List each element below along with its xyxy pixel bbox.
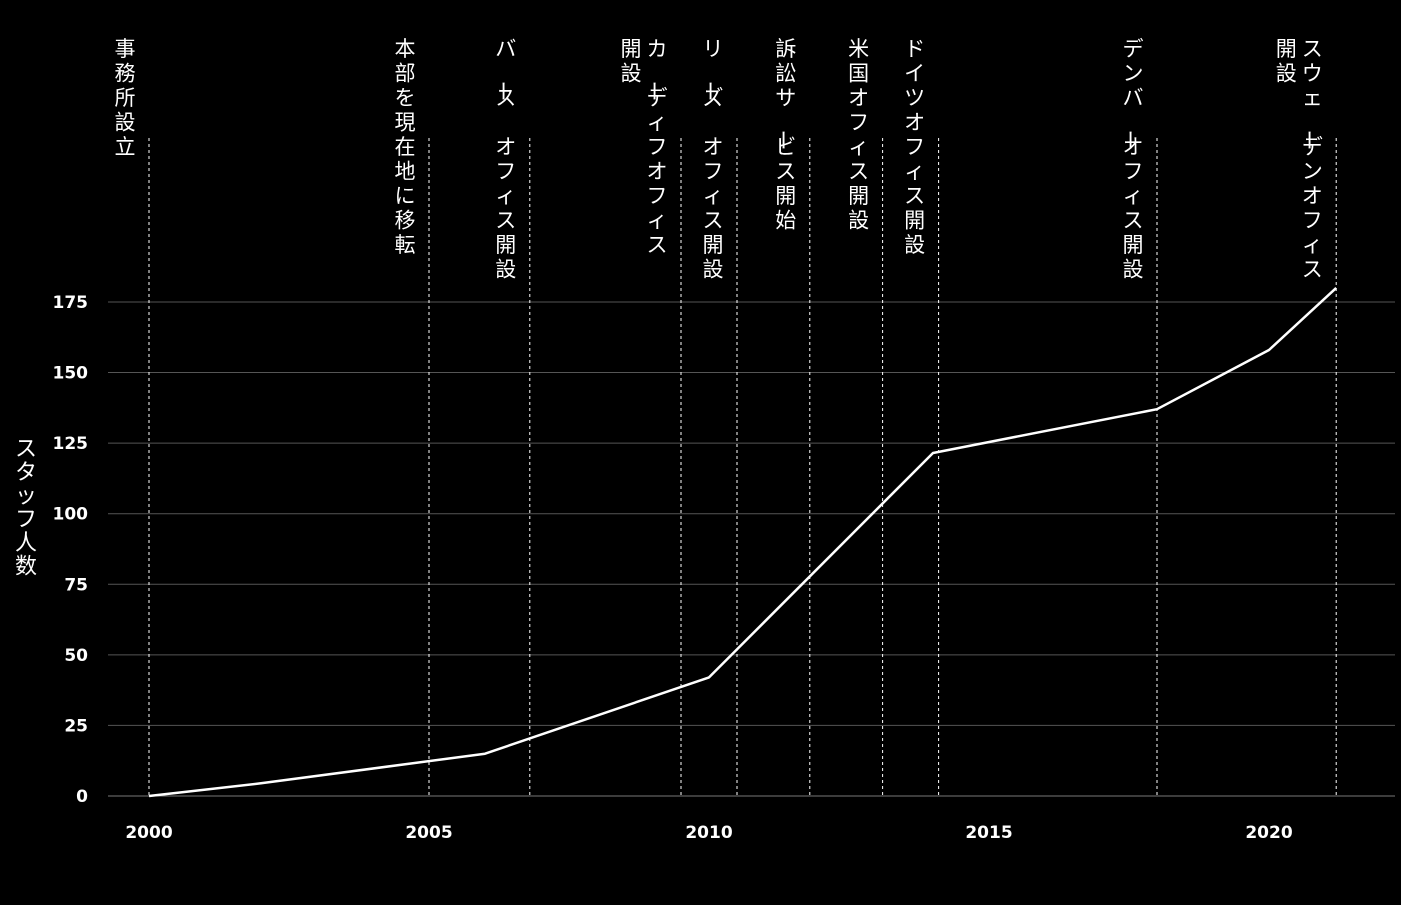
y-tick-label: 25 [64, 716, 88, 736]
event-lines [148, 138, 1337, 796]
y-tick-label: 50 [64, 646, 88, 666]
event-label-text: 開設 [1276, 37, 1297, 86]
series-line-staff-count [148, 286, 1338, 798]
y-tick-label: 150 [53, 364, 89, 384]
event-label: 米国オフィス開設 [848, 37, 869, 233]
event-label: 本部を現在地に移転 [395, 37, 416, 257]
y-tick-label: 125 [53, 434, 89, 454]
y-tick-label: 175 [53, 293, 89, 313]
series-layer [148, 286, 1338, 798]
event-label: リーズ オフィス開設 [698, 37, 724, 282]
y-tick-label: 100 [53, 505, 89, 525]
grid-layer [108, 301, 1395, 797]
event-label-text: 本部を現在地に移転 [395, 37, 416, 257]
x-tick-label: 2020 [1245, 823, 1292, 843]
y-tick-label: 0 [76, 787, 88, 807]
x-tick-label: 2000 [125, 823, 172, 843]
event-label-text: ドイツオフィス開設 [904, 37, 925, 257]
x-tick-label: 2005 [405, 823, 452, 843]
x-tick-label: 2015 [965, 823, 1012, 843]
event-label-text: カーディフオフィス [642, 37, 668, 257]
event-label-text: 開設 [621, 37, 642, 86]
event-label: ドイツオフィス開設 [904, 37, 925, 257]
y-axis-label: スタッフ人数 [15, 437, 37, 580]
event-label-text: デンバーオフィス開設 [1118, 37, 1144, 282]
event-label-text: バース オフィス開設 [490, 37, 516, 282]
event-label-text: 事務所設立 [115, 37, 136, 159]
x-tick-label: 2010 [685, 823, 732, 843]
axes: 0 25 50 75 100 125 150 175 2000 2005 2010 2015 2020 [53, 293, 1293, 843]
event-label-text: スウェーデンオフィス [1297, 37, 1323, 282]
event-label: デンバーオフィス開設 [1118, 37, 1144, 282]
event-label-text: リーズ オフィス開設 [698, 37, 724, 282]
event-label-text: 米国オフィス開設 [848, 37, 869, 233]
event-label: バース オフィス開設 [490, 37, 516, 282]
event-label: 事務所設立 [115, 37, 136, 159]
event-label: 訴訟サービス開始 [770, 37, 796, 233]
y-tick-label: 75 [64, 575, 88, 595]
event-label-text: 訴訟サービス開始 [770, 37, 796, 233]
